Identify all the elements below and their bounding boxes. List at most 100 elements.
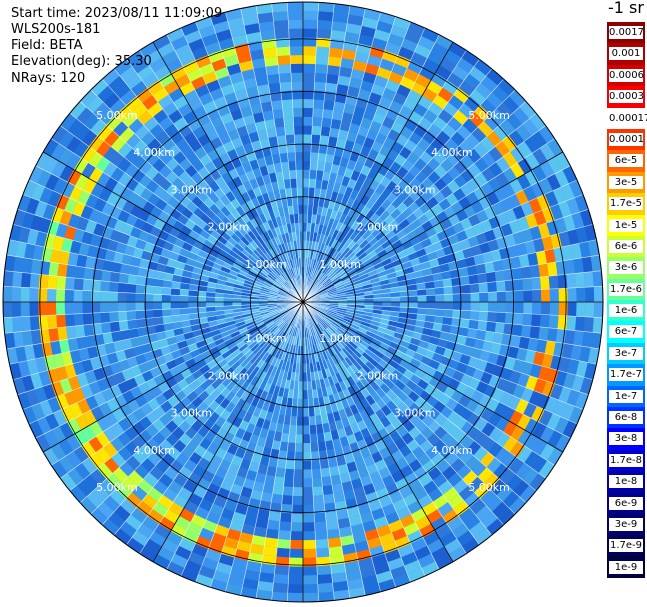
ppi-cell bbox=[540, 289, 551, 302]
ppi-cell bbox=[554, 416, 570, 435]
ppi-cell bbox=[567, 358, 580, 376]
ppi-cell bbox=[286, 315, 293, 324]
ppi-cell bbox=[145, 317, 155, 327]
ppi-cell bbox=[42, 203, 56, 221]
ppi-cell bbox=[109, 281, 119, 293]
ray-line bbox=[302, 68, 493, 303]
ppi-cell bbox=[469, 310, 480, 321]
ppi-cell bbox=[217, 516, 233, 529]
ppi-cell bbox=[103, 426, 118, 443]
ppi-cell bbox=[218, 249, 229, 258]
ppi-cell bbox=[139, 258, 150, 269]
ppi-cell bbox=[196, 401, 209, 414]
ppi-cell bbox=[397, 317, 408, 325]
ppi-cell bbox=[333, 589, 350, 601]
ppi-cell bbox=[268, 307, 278, 312]
ray-line bbox=[302, 3, 335, 303]
ppi-cell bbox=[259, 290, 269, 295]
ppi-cell bbox=[369, 120, 382, 133]
ppi-cell bbox=[417, 494, 433, 509]
ppi-cell bbox=[367, 250, 378, 259]
ppi-cell bbox=[402, 354, 414, 364]
ppi-cell bbox=[364, 298, 374, 302]
ppi-cell bbox=[344, 237, 353, 248]
ppi-cell bbox=[210, 454, 223, 468]
ppi-cell bbox=[403, 183, 416, 196]
ppi-cell bbox=[303, 10, 319, 21]
ppi-cell bbox=[249, 354, 259, 364]
ppi-cell bbox=[360, 321, 371, 328]
ppi-cell bbox=[262, 47, 278, 58]
ppi-cell bbox=[209, 203, 221, 215]
ppi-cell bbox=[164, 123, 179, 138]
ppi-cell bbox=[51, 426, 67, 444]
ppi-cell bbox=[401, 551, 418, 566]
ppi-cell bbox=[95, 431, 111, 448]
ppi-cell bbox=[206, 359, 218, 370]
ppi-cell bbox=[380, 393, 392, 405]
ppi-cell bbox=[250, 302, 259, 305]
ppi-cell bbox=[313, 315, 320, 324]
ppi-cell bbox=[265, 262, 274, 271]
ppi-cell bbox=[153, 480, 169, 495]
ppi-cell bbox=[172, 189, 185, 203]
ray-line bbox=[113, 301, 304, 536]
ppi-cell bbox=[407, 60, 424, 75]
ppi-cell bbox=[365, 198, 376, 210]
ppi-cell bbox=[443, 487, 459, 502]
ppi-cell bbox=[243, 77, 258, 89]
ppi-cell bbox=[330, 474, 342, 486]
ppi-cell bbox=[552, 187, 567, 204]
ppi-cell bbox=[319, 458, 330, 469]
ppi-cell bbox=[225, 190, 236, 203]
ray-line bbox=[139, 50, 304, 303]
ppi-cell bbox=[73, 141, 89, 158]
ppi-cell bbox=[352, 279, 362, 286]
ppi-cell bbox=[361, 280, 372, 287]
ppi-cell bbox=[218, 553, 235, 567]
ppi-cell bbox=[277, 292, 287, 297]
ppi-cell bbox=[225, 401, 236, 414]
ppi-cell bbox=[303, 522, 316, 532]
ppi-cell bbox=[260, 268, 269, 277]
ppi-cell bbox=[337, 307, 347, 312]
ppi-cell bbox=[364, 334, 374, 342]
ppi-cell bbox=[273, 574, 289, 584]
ppi-cell bbox=[226, 179, 237, 191]
ppi-cell bbox=[98, 402, 112, 417]
ppi-cell bbox=[198, 25, 216, 39]
ppi-cell bbox=[308, 407, 315, 417]
ppi-cell bbox=[478, 311, 489, 322]
ppi-cell bbox=[373, 29, 391, 42]
ppi-cell bbox=[349, 404, 360, 415]
ppi-cell bbox=[350, 242, 360, 253]
ppi-cell bbox=[208, 180, 221, 193]
ppi-cell bbox=[310, 152, 319, 162]
ppi-cell bbox=[552, 400, 567, 417]
ppi-cell bbox=[376, 570, 393, 584]
ppi-cell bbox=[547, 430, 563, 448]
ppi-cell bbox=[537, 365, 551, 382]
ppi-cell bbox=[353, 105, 366, 118]
ppi-cell bbox=[308, 318, 313, 328]
ppi-cell bbox=[480, 371, 493, 385]
ppi-cell bbox=[230, 198, 241, 210]
ppi-cell bbox=[271, 181, 280, 192]
ppi-cell bbox=[402, 420, 416, 433]
ppi-cell bbox=[291, 336, 296, 346]
ppi-cell bbox=[344, 263, 353, 271]
ppi-cell bbox=[388, 374, 400, 385]
ppi-cell bbox=[285, 260, 291, 270]
ppi-cell bbox=[246, 404, 257, 415]
ppi-cell bbox=[462, 470, 478, 486]
ppi-cell bbox=[390, 384, 402, 396]
ppi-cell bbox=[320, 263, 328, 273]
ppi-cell bbox=[402, 171, 416, 184]
ppi-cell bbox=[290, 531, 303, 541]
ppi-cell bbox=[205, 129, 219, 142]
ppi-cell bbox=[258, 370, 267, 381]
ppi-cell bbox=[178, 466, 193, 480]
ppi-cell bbox=[431, 546, 449, 562]
ppi-cell bbox=[330, 429, 340, 441]
ppi-cell bbox=[540, 302, 551, 315]
